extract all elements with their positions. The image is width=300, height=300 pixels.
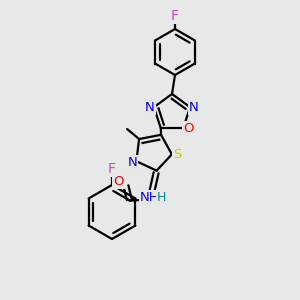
Text: N: N bbox=[189, 100, 199, 114]
Text: H: H bbox=[157, 191, 166, 204]
Text: S: S bbox=[173, 148, 181, 161]
Text: O: O bbox=[183, 122, 194, 135]
Text: N: N bbox=[128, 156, 137, 169]
Text: F: F bbox=[108, 162, 116, 176]
Text: NH: NH bbox=[140, 191, 159, 204]
Text: N: N bbox=[145, 100, 155, 114]
Text: O: O bbox=[113, 175, 124, 188]
Text: F: F bbox=[171, 9, 179, 23]
